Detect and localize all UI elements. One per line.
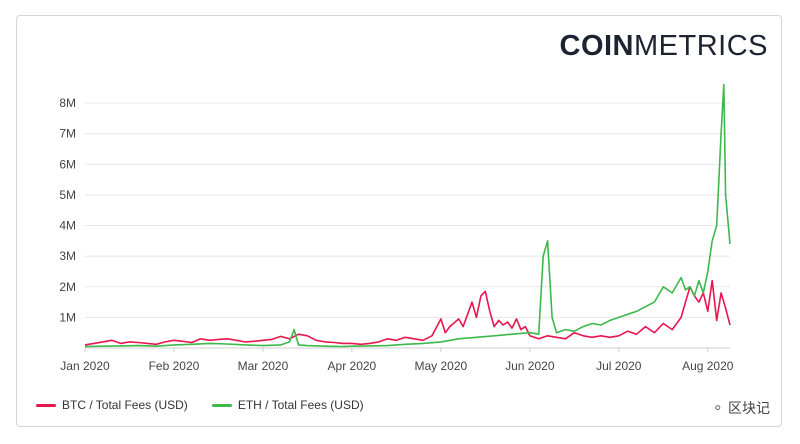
- x-tick-label: Aug 2020: [682, 359, 734, 373]
- x-tick-label: Feb 2020: [149, 359, 200, 373]
- y-tick-label: 5M: [59, 188, 76, 202]
- watermark: ⚬ 区块记: [711, 398, 770, 418]
- watermark-text: 区块记: [728, 400, 770, 416]
- y-tick-label: 2M: [59, 280, 76, 294]
- y-tick-label: 1M: [59, 310, 76, 324]
- y-tick-label: 7M: [59, 127, 76, 141]
- logo-light-text: METRICS: [634, 30, 768, 62]
- y-tick-label: 6M: [59, 157, 76, 171]
- legend-label-eth: ETH / Total Fees (USD): [237, 398, 364, 412]
- series-line-btc: [84, 279, 731, 346]
- x-tick-label: Jan 2020: [60, 359, 110, 373]
- logo-bold-text: COIN: [559, 30, 634, 62]
- series-line-eth: [84, 83, 731, 348]
- x-tick-label: Apr 2020: [328, 359, 377, 373]
- legend-item-btc[interactable]: BTC / Total Fees (USD): [36, 398, 188, 412]
- coinmetrics-logo: COINMETRICS: [560, 30, 769, 63]
- legend-swatch-btc: [36, 403, 56, 407]
- x-tick-label: Jul 2020: [596, 359, 642, 373]
- wechat-icon: ⚬: [711, 400, 724, 417]
- x-tick-label: Jun 2020: [505, 359, 555, 373]
- legend-item-eth[interactable]: ETH / Total Fees (USD): [211, 398, 364, 412]
- y-tick-label: 3M: [59, 249, 76, 263]
- y-tick-label: 8M: [59, 96, 76, 110]
- legend-swatch-eth: [211, 403, 232, 407]
- x-tick-label: May 2020: [415, 359, 468, 373]
- x-tick-label: Mar 2020: [238, 359, 289, 373]
- y-tick-label: 4M: [59, 219, 76, 233]
- chart-frame: [16, 15, 782, 427]
- chart-legend: BTC / Total Fees (USD) ETH / Total Fees …: [36, 398, 364, 412]
- legend-label-btc: BTC / Total Fees (USD): [62, 398, 188, 412]
